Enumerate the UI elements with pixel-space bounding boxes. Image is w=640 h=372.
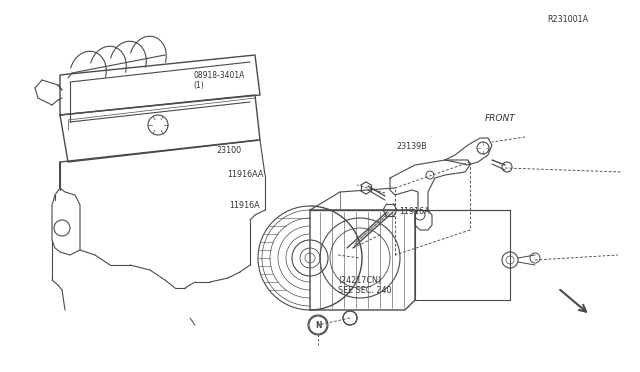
- Text: 23100: 23100: [216, 146, 241, 155]
- Text: 11916A: 11916A: [399, 207, 430, 216]
- Text: 11916A: 11916A: [229, 201, 260, 210]
- Text: 23139B: 23139B: [397, 142, 428, 151]
- Text: 08918-3401A
(1): 08918-3401A (1): [193, 71, 244, 90]
- Text: R231001A: R231001A: [547, 15, 588, 24]
- Text: FRONT: FRONT: [485, 114, 516, 123]
- Text: (24217CN)
SEE SEC. 240: (24217CN) SEE SEC. 240: [338, 276, 392, 295]
- Text: N: N: [315, 321, 321, 330]
- Text: 11916AA: 11916AA: [227, 170, 264, 179]
